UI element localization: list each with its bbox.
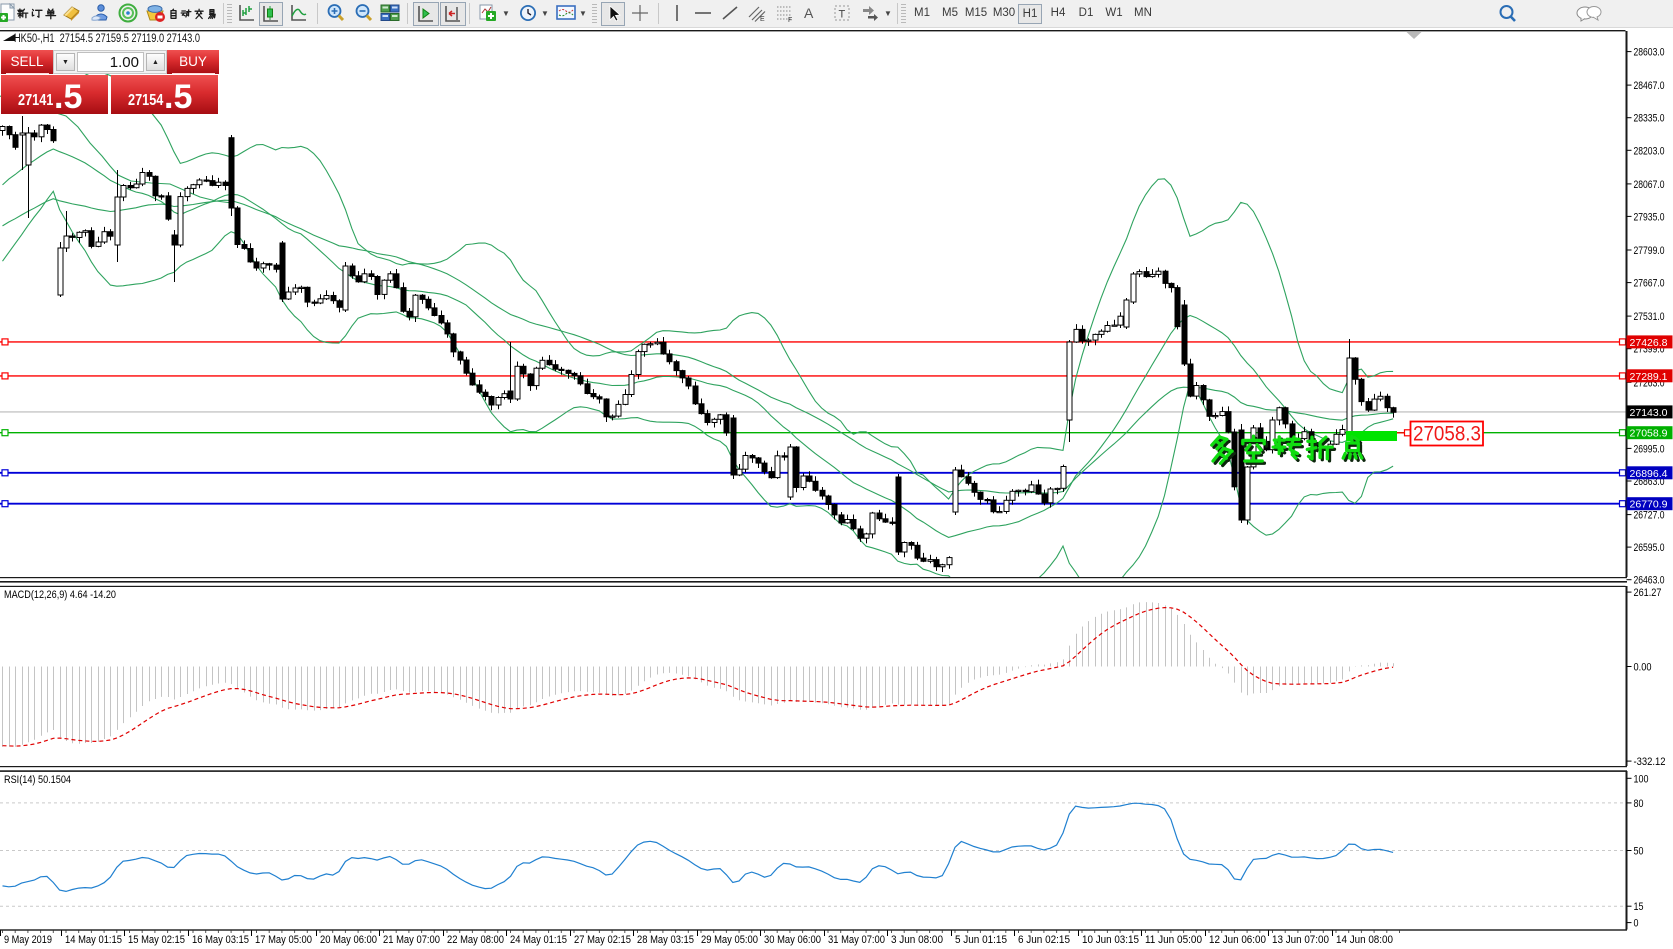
svg-text:E: E xyxy=(760,16,765,23)
svg-text:100: 100 xyxy=(1634,773,1649,785)
svg-text:10 Jun 03:15: 10 Jun 03:15 xyxy=(1082,934,1139,946)
svg-text:27667.0: 27667.0 xyxy=(1634,278,1665,290)
svg-text:27289.1: 27289.1 xyxy=(1630,371,1668,383)
svg-text:14 Jun 08:00: 14 Jun 08:00 xyxy=(1336,934,1393,946)
svg-text:0.00: 0.00 xyxy=(1634,662,1652,674)
svg-text:26463.0: 26463.0 xyxy=(1634,575,1665,587)
svg-text:T: T xyxy=(839,9,846,21)
svg-text:HK50-,H1 27154.5 27159.5 2711: HK50-,H1 27154.5 27159.5 27119.0 27143.0 xyxy=(14,33,200,45)
svg-text:3 Jun 08:00: 3 Jun 08:00 xyxy=(891,934,943,946)
svg-text:14 May 01:15: 14 May 01:15 xyxy=(65,934,122,946)
svg-text:50: 50 xyxy=(1634,846,1644,858)
svg-text:5 Jun 01:15: 5 Jun 01:15 xyxy=(955,934,1007,946)
svg-text:RSI(14) 50.1504: RSI(14) 50.1504 xyxy=(4,774,71,786)
svg-text:15: 15 xyxy=(1634,901,1644,913)
svg-text:13 Jun 07:00: 13 Jun 07:00 xyxy=(1272,934,1329,946)
svg-text:20 May 06:00: 20 May 06:00 xyxy=(320,934,377,946)
svg-text:MACD(12,26,9) 4.64 -14.20: MACD(12,26,9) 4.64 -14.20 xyxy=(4,589,116,601)
svg-text:27143.0: 27143.0 xyxy=(1630,407,1668,419)
svg-text:26995.0: 26995.0 xyxy=(1634,443,1665,455)
svg-text:0: 0 xyxy=(1634,918,1639,930)
svg-text:26896.4: 26896.4 xyxy=(1630,468,1668,480)
svg-text:26770.9: 26770.9 xyxy=(1630,499,1668,511)
svg-text:28335.0: 28335.0 xyxy=(1634,113,1665,125)
svg-text:F: F xyxy=(788,17,792,23)
svg-text:22 May 08:00: 22 May 08:00 xyxy=(447,934,504,946)
svg-text:24 May 01:15: 24 May 01:15 xyxy=(510,934,567,946)
svg-text:27935.0: 27935.0 xyxy=(1634,211,1665,223)
svg-text:16 May 03:15: 16 May 03:15 xyxy=(192,934,249,946)
svg-text:30 May 06:00: 30 May 06:00 xyxy=(764,934,821,946)
svg-text:15 May 02:15: 15 May 02:15 xyxy=(128,934,185,946)
svg-text:29 May 05:00: 29 May 05:00 xyxy=(701,934,758,946)
svg-text:27531.0: 27531.0 xyxy=(1634,311,1665,323)
svg-text:27058.9: 27058.9 xyxy=(1630,428,1668,440)
svg-text:28203.0: 28203.0 xyxy=(1634,145,1665,157)
svg-text:261.27: 261.27 xyxy=(1634,587,1662,599)
svg-text:17 May 05:00: 17 May 05:00 xyxy=(255,934,312,946)
svg-text:27 May 02:15: 27 May 02:15 xyxy=(574,934,631,946)
svg-text:6 Jun 02:15: 6 Jun 02:15 xyxy=(1018,934,1070,946)
svg-text:28467.0: 28467.0 xyxy=(1634,80,1665,92)
svg-text:31 May 07:00: 31 May 07:00 xyxy=(828,934,885,946)
svg-text:27799.0: 27799.0 xyxy=(1634,245,1665,257)
svg-text:27058.3: 27058.3 xyxy=(1413,422,1481,446)
svg-text:26595.0: 26595.0 xyxy=(1634,542,1665,554)
svg-text:80: 80 xyxy=(1634,798,1644,810)
svg-text:26727.0: 26727.0 xyxy=(1634,510,1665,522)
svg-text:27426.8: 27426.8 xyxy=(1630,337,1668,349)
svg-text:28603.0: 28603.0 xyxy=(1634,47,1665,59)
svg-text:12 Jun 06:00: 12 Jun 06:00 xyxy=(1209,934,1266,946)
svg-text:-332.12: -332.12 xyxy=(1634,756,1666,768)
svg-text:21 May 07:00: 21 May 07:00 xyxy=(383,934,440,946)
svg-text:11 Jun 05:00: 11 Jun 05:00 xyxy=(1145,934,1202,946)
svg-text:9 May 2019: 9 May 2019 xyxy=(4,934,52,946)
svg-text:28067.0: 28067.0 xyxy=(1634,179,1665,191)
svg-text:28 May 03:15: 28 May 03:15 xyxy=(637,934,694,946)
